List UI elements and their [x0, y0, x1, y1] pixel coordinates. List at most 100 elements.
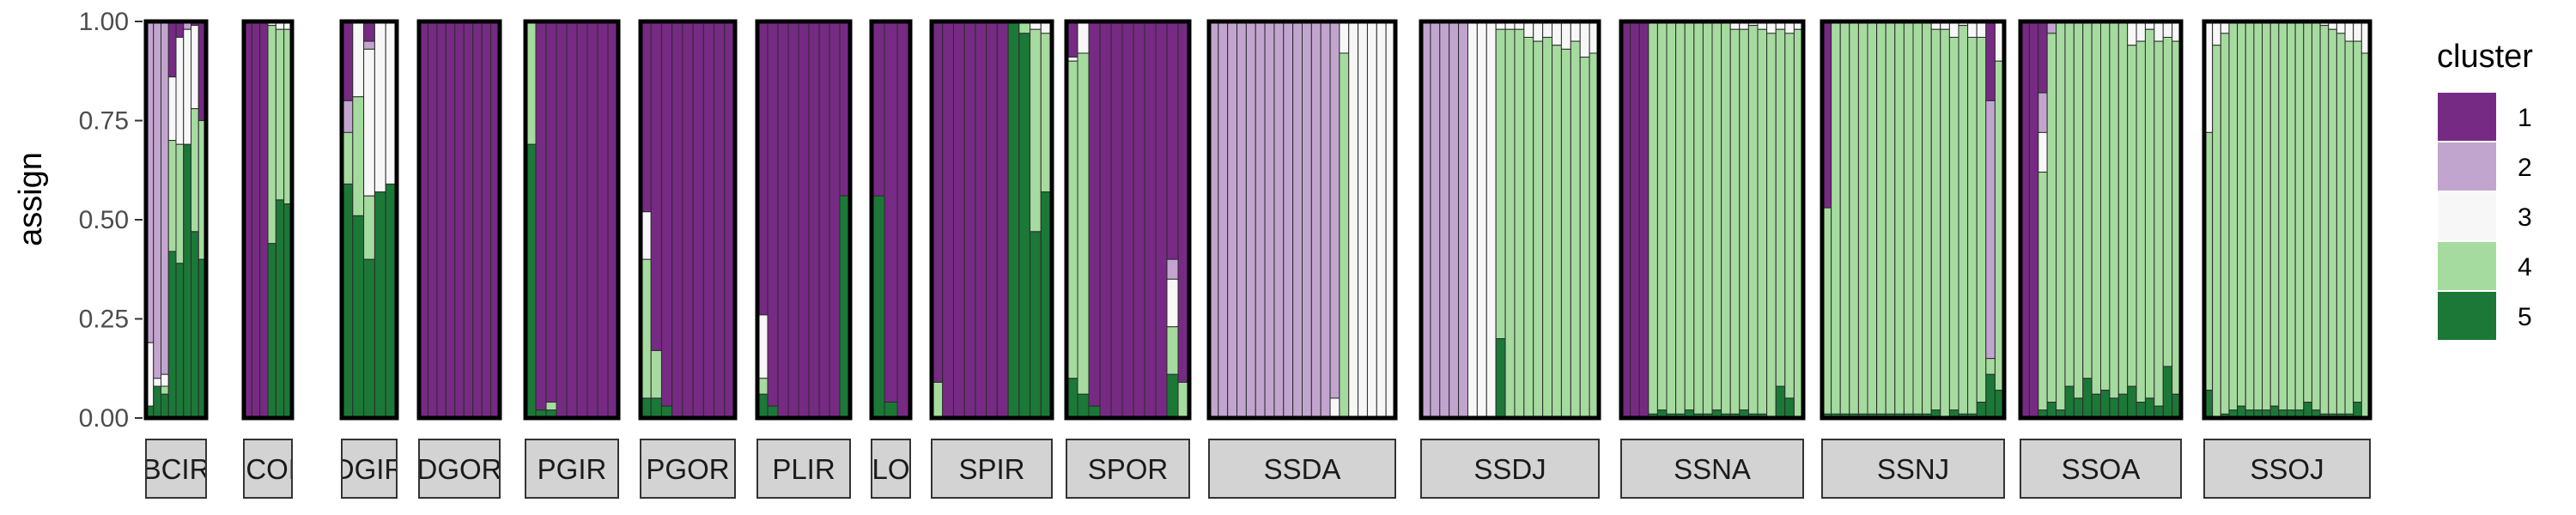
bar-segment-cluster-3 [1348, 21, 1359, 419]
bar-segment-cluster-3 [352, 21, 365, 98]
bar-segment-cluster-1 [1088, 21, 1101, 407]
bar-segment-cluster-4 [1693, 21, 1704, 415]
bar-segment-cluster-2 [1273, 21, 1285, 419]
bar-segment-cluster-3 [1077, 21, 1090, 54]
stacked-bar [1656, 21, 1668, 419]
stacked-bar [1702, 21, 1713, 419]
stacked-bar [2154, 21, 2164, 419]
stacked-bar [2278, 21, 2288, 419]
stacked-bar [2245, 21, 2255, 419]
facet-panel: DGOR [416, 19, 502, 499]
facet-strip-label: DGIR [334, 453, 405, 485]
bar-segment-cluster-1 [167, 21, 177, 78]
bar-segment-cluster-1 [1133, 21, 1145, 419]
bar-segment-cluster-1 [787, 21, 799, 419]
bar-segment-cluster-4 [1533, 40, 1544, 419]
bar-segment-cluster-5 [161, 393, 169, 419]
bar-segment-cluster-5 [2091, 393, 2101, 419]
bar-segment-cluster-1 [445, 21, 456, 419]
bar-segment-cluster-1 [692, 21, 704, 419]
stacked-bar [175, 21, 185, 419]
bar-segment-cluster-4 [650, 349, 662, 399]
stacked-bar [702, 21, 715, 419]
bar-segment-cluster-3 [1339, 21, 1350, 54]
bar-segment-cluster-1 [1638, 21, 1649, 419]
stacked-bar [161, 21, 169, 419]
stacked-bar [1849, 21, 1859, 419]
bar-segment-cluster-4 [2117, 21, 2129, 395]
panel-border [1419, 19, 1601, 421]
bar-segment-cluster-4 [1775, 28, 1786, 387]
facet-panel: BCIR [143, 19, 209, 499]
bar-segment-cluster-4 [2109, 21, 2119, 399]
bar-segment-cluster-4 [2328, 28, 2337, 415]
bar-segment-cluster-5 [884, 402, 898, 419]
bar-segment-cluster-4 [2091, 21, 2101, 395]
facet-strip-label: SSOA [2062, 453, 2141, 485]
bar-segment-cluster-5 [2303, 402, 2312, 419]
bar-segment-cluster-5 [1007, 21, 1020, 419]
stacked-bar [1273, 21, 1285, 419]
bar-segment-cluster-1 [1099, 21, 1112, 419]
bar-segment-cluster-4 [1579, 57, 1590, 419]
stacked-bar [871, 21, 885, 419]
panel-border [929, 19, 1054, 421]
bar-segment-cluster-4 [1903, 21, 1914, 415]
facet-panel: BCOR [241, 19, 295, 499]
bar-segment-cluster-4 [175, 143, 185, 264]
bar-segment-cluster-5 [2127, 385, 2137, 419]
stacked-bar [1302, 21, 1312, 419]
bar-segment-cluster-2 [2038, 92, 2048, 133]
stacked-bar [952, 21, 965, 419]
stacked-bar [1876, 21, 1886, 419]
bar-segment-cluster-4 [2311, 21, 2321, 411]
bar-segment-cluster-2 [1310, 21, 1321, 419]
y-tick-label: 0.00 [79, 404, 129, 433]
bar-segment-cluster-3 [1366, 21, 1377, 419]
bar-segment-cluster-5 [352, 215, 365, 419]
bar-segment-cluster-4 [2294, 21, 2305, 411]
stacked-bar [2046, 21, 2057, 419]
bar-segment-cluster-5 [1985, 373, 1996, 419]
bar-segment-cluster-4 [1077, 52, 1090, 395]
y-tick-label: 1.00 [79, 8, 129, 36]
stacked-bar [1077, 21, 1090, 419]
bar-segment-cluster-3 [1570, 21, 1581, 42]
bar-segment-cluster-4 [1967, 36, 1978, 415]
bar-segment-cluster-1 [767, 21, 779, 407]
stacked-bar [2144, 21, 2155, 419]
facet-strip [1821, 439, 2005, 499]
stacked-bar [1155, 21, 1168, 419]
bar-segment-cluster-4 [1166, 326, 1179, 375]
bar-segment-cluster-4 [2269, 21, 2280, 407]
facet-strip-label: SSDA [1264, 453, 1341, 485]
stacked-bar [818, 21, 830, 419]
stacked-bar [692, 21, 704, 419]
bar-segment-cluster-1 [702, 21, 715, 419]
bar-segment-cluster-4 [1922, 21, 1932, 415]
stacked-bar [1552, 21, 1562, 419]
stacked-bar [1903, 21, 1914, 419]
stacked-bar [2127, 21, 2137, 419]
stacked-bar [2038, 21, 2048, 419]
stacked-bar [1088, 21, 1101, 419]
bar-segment-cluster-4 [1523, 36, 1534, 419]
stacked-bar [714, 21, 726, 419]
bar-segment-cluster-1 [996, 21, 1009, 419]
stacked-bar [183, 21, 191, 419]
bar-segment-cluster-4 [1948, 36, 1959, 411]
panel-border [143, 19, 209, 421]
bar-segment-cluster-4 [2046, 33, 2057, 403]
stacked-bar [1439, 21, 1450, 419]
bar-segment-cluster-3 [183, 28, 191, 145]
stacked-bar [1133, 21, 1145, 419]
stacked-bar [1121, 21, 1134, 419]
bar-segment-cluster-1 [454, 21, 465, 419]
bar-segment-cluster-4 [363, 195, 375, 260]
stacked-bar [1967, 21, 1978, 419]
bar-segment-cluster-5 [2073, 397, 2084, 419]
bar-segment-cluster-2 [1449, 21, 1460, 419]
stacked-bar [777, 21, 789, 419]
stacked-bar [1504, 21, 1516, 419]
